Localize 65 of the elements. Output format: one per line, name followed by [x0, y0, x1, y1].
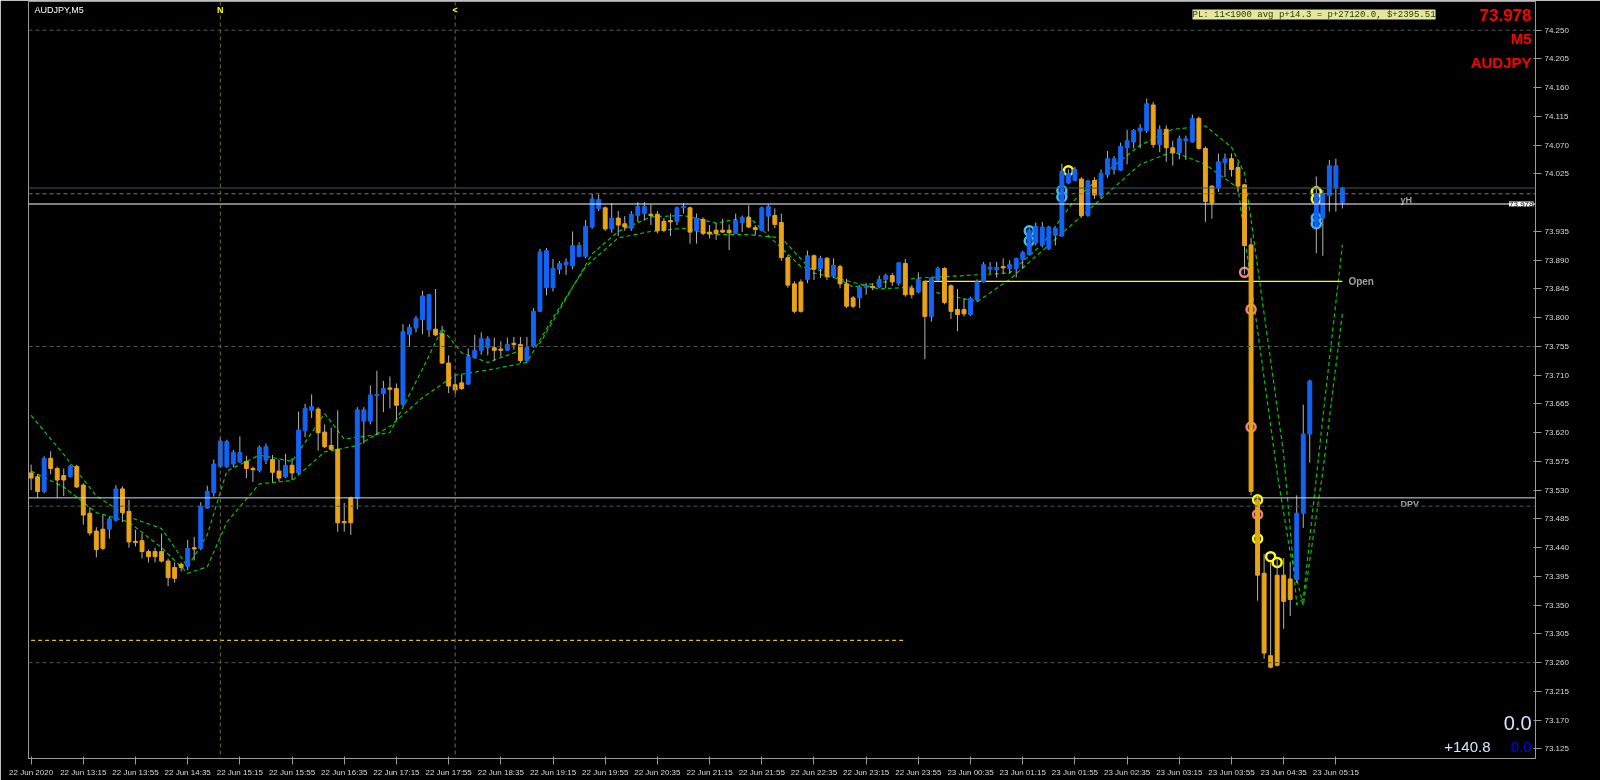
x-tick-label: 22 Jun 17:15: [373, 767, 421, 777]
annotation: 73.978: [1509, 199, 1535, 209]
x-tick-label: 23 Jun 02:35: [1103, 767, 1151, 777]
y-tick-label: 74.250: [1544, 25, 1570, 35]
x-tick-label: 22 Jun 21:15: [686, 767, 734, 777]
y-tick-label: 73.665: [1544, 399, 1570, 409]
series-label: Open: [1348, 275, 1374, 287]
y-tick-label: 74.115: [1544, 111, 1569, 121]
x-tick-label: 22 Jun 23:55: [895, 767, 943, 777]
x-tick-label: 23 Jun 04:35: [1260, 767, 1308, 777]
annotation: M5: [1510, 30, 1532, 47]
y-tick-label: 73.935: [1544, 226, 1570, 236]
y-tick-label: 73.755: [1544, 341, 1570, 351]
x-tick-label: 22 Jun 22:35: [790, 767, 838, 777]
y-tick-label: 73.125: [1544, 744, 1570, 754]
x-tick-label: 23 Jun 01:55: [1051, 767, 1099, 777]
y-tick-label: 73.485: [1544, 514, 1570, 524]
x-tick-label: 22 Jun 14:35: [164, 767, 212, 777]
y-tick-label: 73.575: [1544, 456, 1570, 466]
annotation: PL: 11<1900 avg p+14.3 = p+27120.0, $+2395.51: [1192, 9, 1436, 20]
annotation: 0.0: [1503, 711, 1532, 734]
x-tick-label: 22 Jun 2020: [9, 767, 54, 777]
annotation: AUDJPY: [1470, 54, 1532, 71]
y-tick-label: 73.350: [1544, 600, 1570, 610]
x-tick-label: 23 Jun 03:55: [1208, 767, 1256, 777]
y-tick-label: 73.530: [1544, 485, 1570, 495]
y-tick-label: 74.205: [1544, 54, 1570, 64]
y-tick-label: 73.395: [1544, 571, 1570, 581]
ref-line-label: <: [452, 4, 458, 15]
y-tick-label: 74.070: [1544, 140, 1570, 150]
x-tick-label: 22 Jun 21:55: [738, 767, 786, 777]
x-tick-label: 22 Jun 19:55: [582, 767, 629, 777]
y-tick-label: 73.845: [1544, 284, 1570, 294]
x-tick-label: 23 Jun 00:35: [947, 767, 995, 777]
x-tick-label: 22 Jun 18:35: [477, 767, 525, 777]
x-tick-label: 22 Jun 13:55: [112, 767, 160, 777]
y-tick-label: 73.170: [1544, 715, 1570, 725]
x-tick-label: 22 Jun 15:55: [268, 767, 316, 777]
annotation: AUDJPY,M5: [34, 4, 84, 15]
x-tick-label: 22 Jun 19:15: [529, 767, 577, 777]
y-tick-label: 73.260: [1544, 658, 1570, 668]
annotation: +140.8: [1444, 737, 1491, 755]
ref-line-label: yH: [1400, 194, 1413, 205]
y-tick-label: 73.215: [1544, 686, 1570, 696]
y-tick-label: 73.890: [1544, 255, 1570, 265]
x-tick-label: 23 Jun 05:15: [1312, 767, 1360, 777]
y-tick-label: 74.160: [1544, 83, 1570, 93]
y-tick-label: 73.440: [1544, 543, 1570, 553]
x-tick-label: 22 Jun 16:35: [321, 767, 368, 777]
x-tick-label: 22 Jun 15:15: [216, 767, 264, 777]
ref-line-label: N: [217, 4, 224, 15]
y-tick-label: 73.800: [1544, 313, 1570, 323]
y-tick-label: 73.305: [1544, 629, 1570, 639]
y-tick-label: 73.620: [1544, 428, 1570, 438]
annotation: 73.978: [1479, 5, 1532, 25]
ref-line-label: DPV: [1400, 498, 1420, 509]
x-tick-label: 22 Jun 23:15: [843, 767, 890, 777]
y-tick-label: 74.025: [1544, 169, 1570, 179]
x-tick-label: 22 Jun 17:55: [425, 767, 473, 777]
x-tick-label: 23 Jun 03:15: [1156, 767, 1203, 777]
annotation: 0.0: [1510, 737, 1532, 755]
x-tick-label: 23 Jun 01:15: [999, 767, 1047, 777]
y-tick-label: 73.710: [1544, 370, 1570, 380]
x-tick-label: 22 Jun 13:15: [60, 767, 107, 777]
x-tick-label: 22 Jun 20:35: [634, 767, 682, 777]
